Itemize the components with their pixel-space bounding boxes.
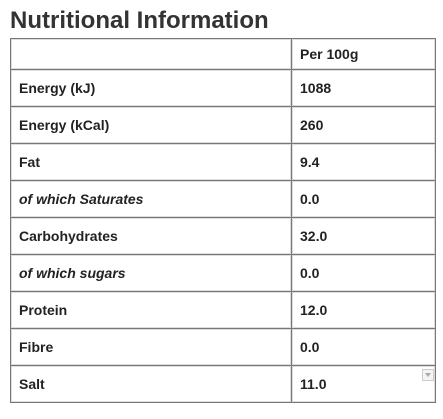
header-cell: Per 100g bbox=[291, 38, 436, 70]
nutrient-label: Fibre bbox=[10, 328, 292, 366]
nutrient-value: 11.0 bbox=[291, 365, 436, 403]
table-row: Energy (kJ) 1088 bbox=[10, 69, 436, 107]
table-row: of which sugars 0.0 bbox=[10, 254, 436, 292]
table-row: Protein 12.0 bbox=[10, 291, 436, 329]
nutrient-label: Energy (kJ) bbox=[10, 69, 292, 107]
table-row: Fibre 0.0 bbox=[10, 328, 436, 366]
nutrient-value: 0.0 bbox=[291, 180, 436, 218]
nutrient-label: of which Saturates bbox=[10, 180, 292, 218]
title: Nutritional Information bbox=[10, 7, 269, 34]
table-row: Carbohydrates 32.0 bbox=[10, 217, 436, 255]
nutrient-label: Carbohydrates bbox=[10, 217, 292, 255]
nutrient-label: Salt bbox=[10, 365, 292, 403]
header-row: Per 100g bbox=[10, 38, 436, 70]
table-row: Fat 9.4 bbox=[10, 143, 436, 181]
nutrient-value: 0.0 bbox=[291, 328, 436, 366]
nutrient-value: 0.0 bbox=[291, 254, 436, 292]
nutrient-label: Protein bbox=[10, 291, 292, 329]
table-row: of which Saturates 0.0 bbox=[10, 180, 436, 218]
header-cell bbox=[10, 38, 292, 70]
nutrient-value: 12.0 bbox=[291, 291, 436, 329]
nutrient-value: 260 bbox=[291, 106, 436, 144]
table-row: Salt 11.0 bbox=[10, 365, 436, 403]
nutrient-value: 32.0 bbox=[291, 217, 436, 255]
table-row: Energy (kCal) 260 bbox=[10, 106, 436, 144]
nutrient-label: of which sugars bbox=[10, 254, 292, 292]
nutrient-label: Energy (kCal) bbox=[10, 106, 292, 144]
dropdown-arrow[interactable] bbox=[422, 369, 434, 381]
nutrient-value: 1088 bbox=[291, 69, 436, 107]
nutrient-label: Fat bbox=[10, 143, 292, 181]
nutrition-table: Per 100g Energy (kJ) 1088 Energy (kCal) 260… bbox=[10, 38, 436, 403]
table-body: Per 100g Energy (kJ) 1088 Energy (kCal) 260… bbox=[10, 38, 436, 403]
nutrient-value: 9.4 bbox=[291, 143, 436, 181]
